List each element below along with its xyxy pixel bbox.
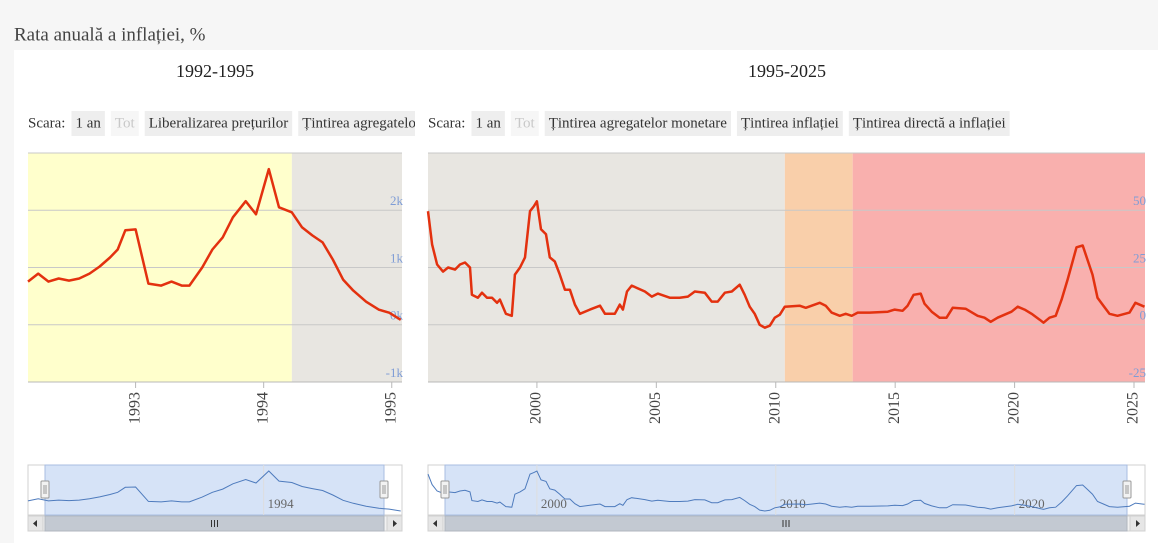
- button-label[interactable]: 1 an: [475, 115, 501, 131]
- navigator-tick-label: 2000: [541, 496, 567, 511]
- button[interactable]: [71, 111, 105, 136]
- x-tick-label: 2025: [1125, 392, 1142, 424]
- button-label[interactable]: Tot: [115, 115, 136, 131]
- button-label[interactable]: Tot: [515, 115, 536, 131]
- button-label[interactable]: Țintirea agregatelor monetare: [549, 115, 728, 131]
- button[interactable]: [848, 111, 1010, 136]
- navigator-tick-label: 1994: [268, 496, 295, 511]
- x-tick-label: 2015: [886, 392, 903, 424]
- scale-label: Scara:: [428, 115, 465, 131]
- button[interactable]: [144, 111, 293, 136]
- navigator-line: [427, 470, 1145, 512]
- button[interactable]: [298, 111, 484, 136]
- y-tick-label: -1k: [386, 365, 404, 380]
- button[interactable]: [544, 111, 731, 136]
- scroll-right-arrow: [1136, 520, 1140, 527]
- navigator-handle[interactable]: [40, 480, 50, 499]
- page-title: Rata anuală a inflației, %: [14, 24, 206, 45]
- y-tick-label: 25: [1133, 250, 1146, 265]
- y-tick-label: -25: [1129, 365, 1146, 380]
- navigator-handle[interactable]: [1122, 480, 1132, 499]
- button[interactable]: [471, 111, 505, 136]
- y-tick-label: 2k: [390, 193, 404, 208]
- panel: 1995-2025 Scara: 1 an Tot Țintirea agregatel…: [426, 61, 1147, 532]
- button[interactable]: [110, 111, 139, 136]
- y-tick-label: 0: [1140, 308, 1147, 323]
- x-tick-label: 2010: [766, 392, 783, 424]
- navigator-selection: [444, 464, 1128, 516]
- data-line: [27, 167, 402, 321]
- navigator-line: [27, 470, 401, 512]
- x-tick-label: 2000: [528, 392, 545, 424]
- button-label[interactable]: 1 an: [75, 115, 101, 131]
- navigator-handle[interactable]: [440, 480, 450, 499]
- x-tick-label: 2020: [1005, 392, 1022, 424]
- button-label[interactable]: Țintirea agregatelor monetare: [302, 115, 481, 131]
- x-tick-label: 2005: [647, 392, 664, 424]
- chart-title: 1995-2025: [748, 61, 826, 81]
- y-tick-label: 1k: [390, 250, 404, 265]
- button-label[interactable]: Țintirea inflației: [741, 115, 839, 131]
- scroll-right-arrow: [393, 520, 397, 527]
- y-tick-label: 50: [1133, 193, 1146, 208]
- data-line: [426, 200, 1145, 329]
- scroll-left-arrow: [33, 520, 37, 527]
- panel: 1992-1995 Scara: 1 an Tot Liberalizarea preț…: [27, 61, 484, 532]
- navigator-tick-label: 2010: [780, 496, 806, 511]
- navigator-selection: [44, 464, 385, 516]
- x-tick-label: 1993: [126, 392, 143, 424]
- button[interactable]: [736, 111, 843, 136]
- chart-title: 1992-1995: [176, 61, 254, 81]
- scale-label: Scara:: [28, 115, 65, 131]
- navigator-tick-label: 2020: [1019, 496, 1045, 511]
- scroll-left-arrow: [433, 520, 437, 527]
- navigator-handle[interactable]: [379, 480, 389, 499]
- x-tick-label: 1995: [382, 392, 399, 424]
- button[interactable]: [510, 111, 539, 136]
- button-label[interactable]: Liberalizarea prețurilor: [149, 115, 289, 131]
- button-label[interactable]: Țintirea directă a inflației: [853, 115, 1006, 131]
- x-tick-label: 1994: [254, 392, 271, 424]
